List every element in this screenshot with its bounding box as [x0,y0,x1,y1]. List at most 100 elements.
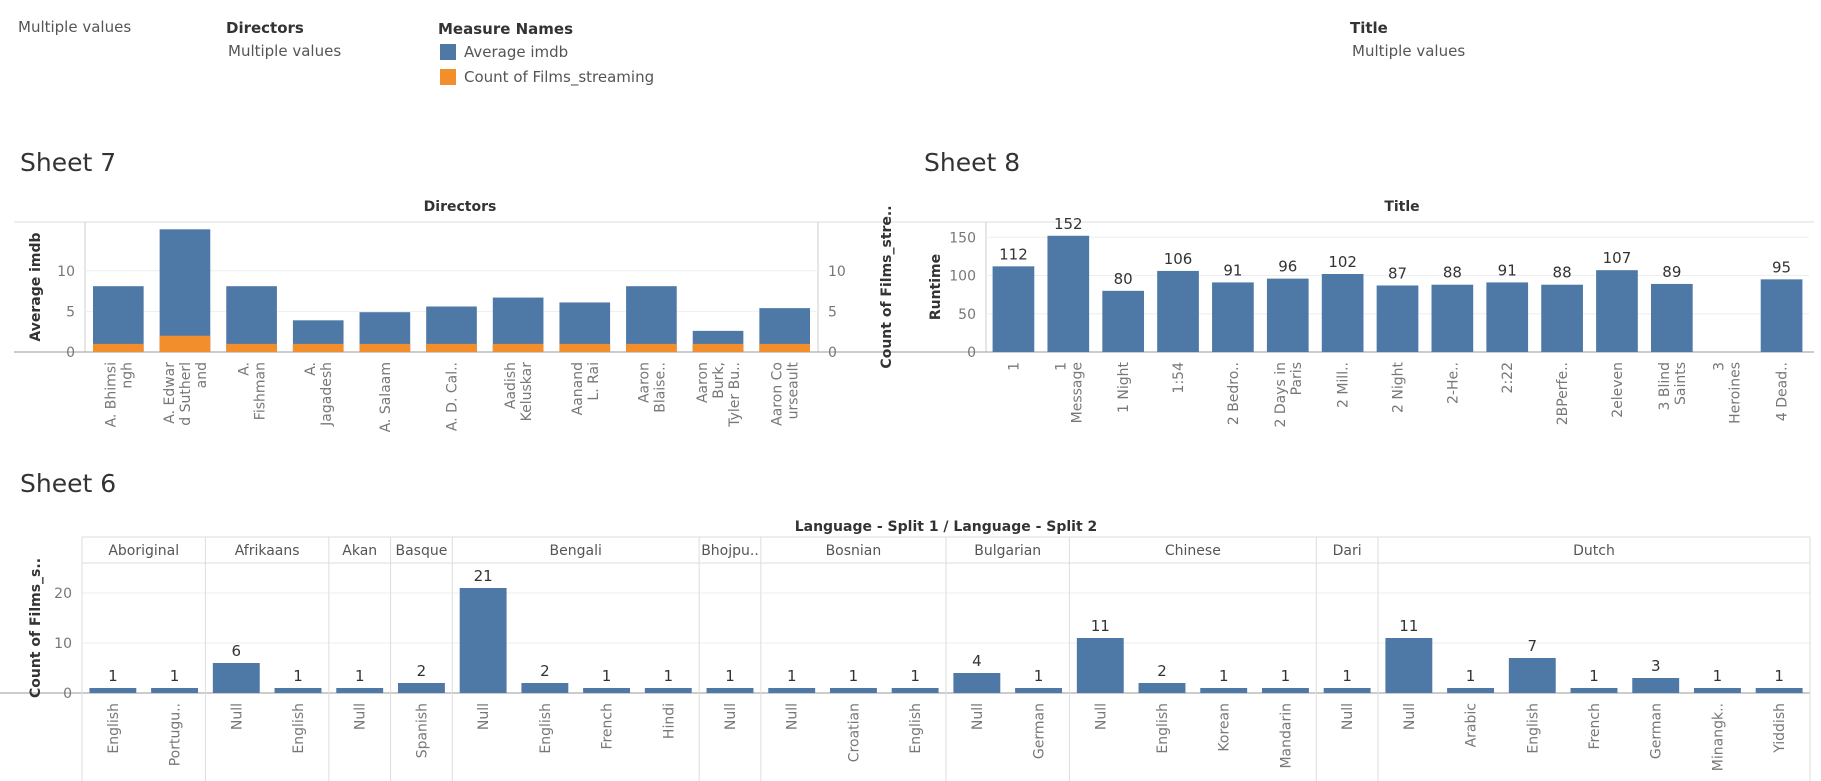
sheet-7-bar-count-films[interactable] [492,343,544,352]
sheet-6-bar[interactable] [1508,658,1556,693]
sheet-6-bar[interactable] [397,683,445,693]
sheet-6-bar[interactable] [1385,638,1433,693]
sheet-8-bar[interactable] [1596,270,1638,352]
sheet-8-bar[interactable] [1266,278,1309,352]
sheet-7-header: Directors [424,199,497,215]
sheet-6-data-label: 1 [725,667,735,685]
sheet-6-bar[interactable] [1693,688,1741,693]
sheet-6-bar[interactable] [1755,688,1803,693]
sheet-6-bar[interactable] [1323,688,1371,693]
sheet-6-x-tick-label: German [1649,703,1665,759]
sheet-8-x-tick-label: 2 Mill.. [1336,362,1352,408]
sheet-7-bar-average-imdb[interactable] [159,229,211,352]
sheet-8-bar[interactable] [1102,290,1145,352]
sheet-8-x-tick-label: 2BPerfe.. [1555,362,1571,425]
filter-multiple-values[interactable]: Multiple values [18,18,132,36]
sheet-6-data-label: 1 [1281,667,1291,685]
sheet-8-data-label: 107 [1603,249,1632,267]
sheet-6-bar[interactable] [644,688,692,693]
sheet-7-x-tick-label: A. Edwar [162,362,178,424]
sheet-8-bar[interactable] [1321,274,1364,352]
sheet-7-bar-count-films[interactable] [692,343,744,352]
sheet-7-x-tick-label: urseault [786,361,802,419]
sheet-8-bar[interactable] [1760,279,1803,352]
sheet-8-x-tick-label: 4 Dead.. [1775,362,1791,421]
sheet-7-bar-count-films[interactable] [92,343,144,352]
sheet-8-bar[interactable] [1376,285,1419,352]
sheet-6-bar[interactable] [1447,688,1495,693]
legend-item-average-imdb[interactable]: Average imdb [440,43,568,61]
sheet-7-x-tick-label: ngh [119,362,135,389]
legend-swatch-average-imdb [440,44,456,60]
sheet-6-bar[interactable] [89,688,137,693]
sheet-6-bar[interactable] [953,673,1001,693]
sheet-6-bar[interactable] [768,688,816,693]
sheet-6-bar[interactable] [1015,688,1063,693]
sheet-7-bar-count-films[interactable] [292,343,344,352]
sheet-7-bar-count-films[interactable] [559,343,611,352]
sheet-6-bar[interactable] [1632,678,1680,693]
sheet-6-bar[interactable] [1200,688,1248,693]
sheet-6-bar[interactable] [1076,638,1124,693]
sheet-6-x-tick-label: Null [1093,703,1109,730]
sheet-6-bar[interactable] [274,688,322,693]
sheet-6-bar[interactable] [1261,688,1309,693]
sheet-6-bar[interactable] [1138,683,1186,693]
sheet-7-bar-average-imdb[interactable] [92,286,144,352]
sheet-8-data-label: 88 [1553,264,1572,282]
sheet-6-x-tick-label: Spanish [414,703,430,758]
sheet-8-bar[interactable] [1486,282,1529,352]
sheet-6-bar[interactable] [583,688,631,693]
sheet-6-x-tick-label: English [538,703,554,754]
sheet-8-bar[interactable] [1431,284,1474,352]
sheet-7-bar-count-films[interactable] [626,343,677,352]
sheet-6-bar[interactable] [336,688,384,693]
sheet-7-y-axis-title: Average imdb [28,232,44,341]
sheet-7-bar-count-films[interactable] [759,343,811,352]
sheet-6-bar[interactable] [459,588,507,693]
sheet-8-bar[interactable] [1047,235,1090,352]
legend-item-count-films[interactable]: Count of Films_streaming [440,68,654,86]
sheet-6-data-label: 1 [849,667,859,685]
sheet-6-bar[interactable] [891,688,939,693]
sheet-8-bar[interactable] [1541,284,1583,352]
sheet-7-bar-count-films[interactable] [359,343,411,352]
sheet-6-bar[interactable] [151,688,199,693]
sheet-6-data-label: 1 [1774,667,1784,685]
sheet-8-x-tick-label: 2eleven [1610,362,1626,418]
sheet-7-bar-count-films[interactable] [226,343,277,352]
title-filter-value[interactable]: Multiple values [1352,42,1466,60]
directors-filter-value[interactable]: Multiple values [228,42,342,60]
sheet-6-y-tick-label: 0 [63,686,72,702]
sheet-7-bar-average-imdb[interactable] [559,302,611,352]
sheet-6-y-tick-label: 20 [54,586,72,602]
sheet-6-data-label: 3 [1651,657,1661,675]
sheet-7-x-tick-label: Keluskar [519,362,535,422]
sheet-8-bar[interactable] [1212,282,1254,352]
sheet-6-group-header-basque: Basque [395,543,447,559]
sheet-8-bar[interactable] [992,266,1035,352]
sheet-7-bar-count-films[interactable] [159,335,211,352]
sheet-8-data-label: 106 [1164,250,1193,268]
sheet-6-bar[interactable] [212,663,260,693]
sheet-6-bar[interactable] [1570,688,1618,693]
sheet-6-bar[interactable] [829,688,877,693]
sheet-8-data-label: 88 [1443,264,1462,282]
sheet-7-x-tick-label: A. [237,362,253,376]
sheet-8-bar[interactable] [1157,270,1199,352]
sheet-6-data-label: 1 [602,667,612,685]
sheet-8-x-tick-label: 2 Days in [1273,362,1289,428]
sheet-7-x-tick-label: Aanand [570,362,586,415]
sheet-7-bar-average-imdb[interactable] [492,297,544,352]
sheet-8-data-label: 87 [1388,264,1407,282]
sheet-8-x-tick-label: 3 Blind [1657,362,1673,411]
measure-names-legend-title: Measure Names [438,20,574,38]
sheet-7-bar-average-imdb[interactable] [226,286,277,352]
sheet-6-x-tick-label: English [106,703,122,754]
sheet-7-bar-average-imdb[interactable] [626,286,677,352]
sheet-7-bar-count-films[interactable] [426,343,477,352]
sheet-6-bar[interactable] [521,683,569,693]
sheet-6-bar[interactable] [706,688,754,693]
sheet-8-bar[interactable] [1650,283,1693,352]
